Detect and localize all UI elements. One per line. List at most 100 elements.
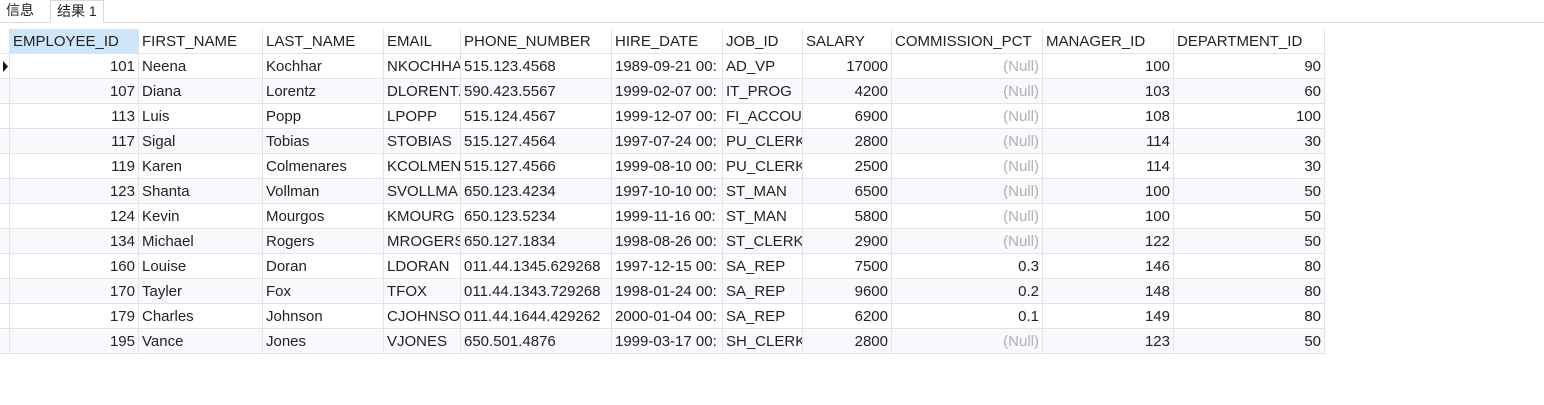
table-cell[interactable]: 50: [1174, 329, 1325, 354]
table-cell[interactable]: 2900: [803, 229, 892, 254]
table-cell[interactable]: 90: [1174, 54, 1325, 79]
table-cell[interactable]: 011.44.1345.629268: [461, 254, 612, 279]
table-cell[interactable]: TFOX: [384, 279, 461, 304]
table-cell[interactable]: Neena: [139, 54, 263, 79]
table-cell[interactable]: 2800: [803, 329, 892, 354]
table-cell[interactable]: 195: [10, 329, 139, 354]
table-cell[interactable]: 011.44.1644.429262: [461, 304, 612, 329]
table-cell[interactable]: 107: [10, 79, 139, 104]
table-cell[interactable]: Vance: [139, 329, 263, 354]
table-cell[interactable]: Karen: [139, 154, 263, 179]
table-cell[interactable]: AD_VP: [723, 54, 803, 79]
table-cell[interactable]: ST_MAN: [723, 179, 803, 204]
table-cell[interactable]: 17000: [803, 54, 892, 79]
table-cell[interactable]: Charles: [139, 304, 263, 329]
table-cell[interactable]: 1999-02-07 00:: [612, 79, 723, 104]
table-cell[interactable]: 50: [1174, 204, 1325, 229]
table-cell[interactable]: LDORAN: [384, 254, 461, 279]
table-cell[interactable]: Kochhar: [263, 54, 384, 79]
table-cell[interactable]: 101: [10, 54, 139, 79]
table-cell[interactable]: Tayler: [139, 279, 263, 304]
table-cell[interactable]: 160: [10, 254, 139, 279]
table-cell[interactable]: Sigal: [139, 129, 263, 154]
table-cell[interactable]: 515.127.4564: [461, 129, 612, 154]
table-cell[interactable]: (Null): [892, 229, 1043, 254]
table-cell[interactable]: 1998-08-26 00:: [612, 229, 723, 254]
column-header[interactable]: COMMISSION_PCT: [892, 29, 1043, 54]
table-cell[interactable]: 650.123.5234: [461, 204, 612, 229]
table-cell[interactable]: 2800: [803, 129, 892, 154]
table-cell[interactable]: 1997-07-24 00:: [612, 129, 723, 154]
table-cell[interactable]: SVOLLMA: [384, 179, 461, 204]
table-cell[interactable]: (Null): [892, 104, 1043, 129]
table-cell[interactable]: 011.44.1343.729268: [461, 279, 612, 304]
table-cell[interactable]: PU_CLERK: [723, 129, 803, 154]
table-cell[interactable]: 123: [10, 179, 139, 204]
table-cell[interactable]: 50: [1174, 179, 1325, 204]
table-cell[interactable]: 50: [1174, 229, 1325, 254]
table-cell[interactable]: 100: [1174, 104, 1325, 129]
table-cell[interactable]: 0.2: [892, 279, 1043, 304]
table-cell[interactable]: Rogers: [263, 229, 384, 254]
table-cell[interactable]: Mourgos: [263, 204, 384, 229]
table-cell[interactable]: 100: [1043, 204, 1174, 229]
column-header[interactable]: HIRE_DATE: [612, 29, 723, 54]
table-cell[interactable]: 1997-10-10 00:: [612, 179, 723, 204]
table-cell[interactable]: 100: [1043, 54, 1174, 79]
table-cell[interactable]: Lorentz: [263, 79, 384, 104]
table-cell[interactable]: (Null): [892, 54, 1043, 79]
column-header[interactable]: MANAGER_ID: [1043, 29, 1174, 54]
table-cell[interactable]: 149: [1043, 304, 1174, 329]
table-cell[interactable]: 515.127.4566: [461, 154, 612, 179]
table-cell[interactable]: 4200: [803, 79, 892, 104]
table-cell[interactable]: 1998-01-24 00:: [612, 279, 723, 304]
table-cell[interactable]: NKOCHHA: [384, 54, 461, 79]
tab[interactable]: 结果 1: [50, 0, 104, 23]
table-cell[interactable]: 1997-12-15 00:: [612, 254, 723, 279]
table-cell[interactable]: 170: [10, 279, 139, 304]
table-cell[interactable]: 146: [1043, 254, 1174, 279]
table-cell[interactable]: 1999-12-07 00:: [612, 104, 723, 129]
table-cell[interactable]: ST_CLERK: [723, 229, 803, 254]
table-cell[interactable]: 650.127.1834: [461, 229, 612, 254]
table-cell[interactable]: KCOLMEN: [384, 154, 461, 179]
table-cell[interactable]: (Null): [892, 204, 1043, 229]
table-cell[interactable]: 7500: [803, 254, 892, 279]
column-header[interactable]: FIRST_NAME: [139, 29, 263, 54]
table-cell[interactable]: 122: [1043, 229, 1174, 254]
table-cell[interactable]: 9600: [803, 279, 892, 304]
table-cell[interactable]: 650.123.4234: [461, 179, 612, 204]
table-cell[interactable]: (Null): [892, 129, 1043, 154]
table-cell[interactable]: (Null): [892, 329, 1043, 354]
table-cell[interactable]: 114: [1043, 129, 1174, 154]
column-header[interactable]: EMAIL: [384, 29, 461, 54]
table-cell[interactable]: 1999-08-10 00:: [612, 154, 723, 179]
table-cell[interactable]: STOBIAS: [384, 129, 461, 154]
column-header[interactable]: LAST_NAME: [263, 29, 384, 54]
table-cell[interactable]: SA_REP: [723, 279, 803, 304]
column-header[interactable]: JOB_ID: [723, 29, 803, 54]
table-cell[interactable]: 1989-09-21 00:: [612, 54, 723, 79]
table-cell[interactable]: 515.123.4568: [461, 54, 612, 79]
table-cell[interactable]: LPOPP: [384, 104, 461, 129]
table-cell[interactable]: 0.3: [892, 254, 1043, 279]
table-cell[interactable]: 6900: [803, 104, 892, 129]
table-cell[interactable]: 80: [1174, 254, 1325, 279]
table-cell[interactable]: 134: [10, 229, 139, 254]
table-cell[interactable]: 100: [1043, 179, 1174, 204]
table-cell[interactable]: SA_REP: [723, 254, 803, 279]
table-cell[interactable]: IT_PROG: [723, 79, 803, 104]
table-cell[interactable]: 60: [1174, 79, 1325, 104]
table-cell[interactable]: 0.1: [892, 304, 1043, 329]
table-cell[interactable]: KMOURG: [384, 204, 461, 229]
table-cell[interactable]: 2000-01-04 00:: [612, 304, 723, 329]
table-cell[interactable]: 103: [1043, 79, 1174, 104]
table-cell[interactable]: Colmenares: [263, 154, 384, 179]
table-cell[interactable]: PU_CLERK: [723, 154, 803, 179]
table-cell[interactable]: Louise: [139, 254, 263, 279]
table-cell[interactable]: Michael: [139, 229, 263, 254]
table-cell[interactable]: 1999-11-16 00:: [612, 204, 723, 229]
table-cell[interactable]: Luis: [139, 104, 263, 129]
table-cell[interactable]: 117: [10, 129, 139, 154]
table-cell[interactable]: FI_ACCOUN: [723, 104, 803, 129]
